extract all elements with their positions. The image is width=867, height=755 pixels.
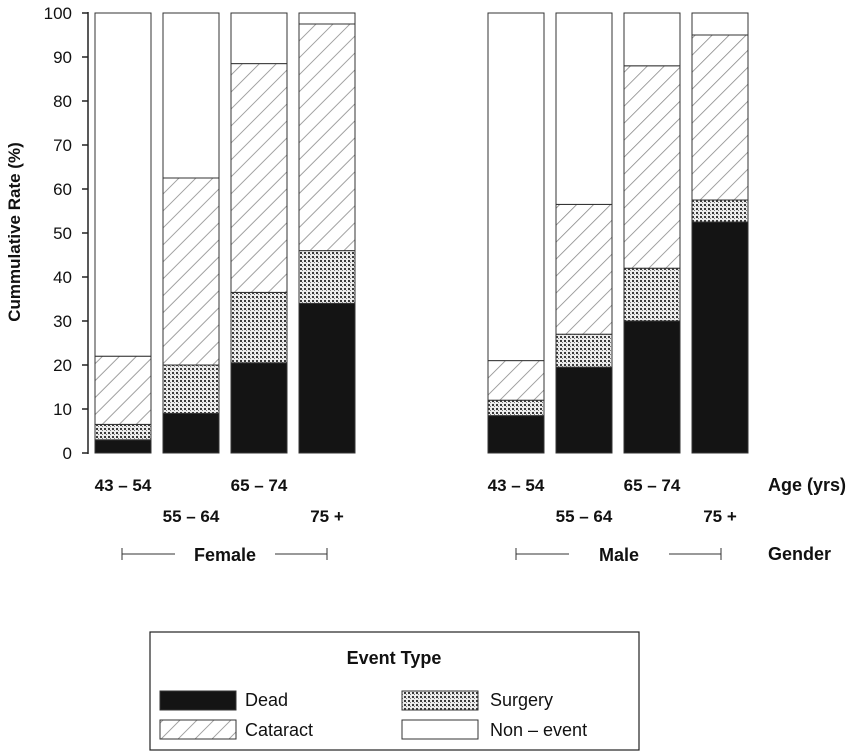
y-axis: 0 10 20 30 40 50 60 70 80 90 100	[44, 4, 89, 463]
y-tick-label: 40	[53, 268, 72, 287]
legend-label-nonevent: Non – event	[490, 720, 587, 740]
y-tick-label: 10	[53, 400, 72, 419]
bar-segment-cataract	[487, 360, 545, 401]
legend-title: Event Type	[347, 648, 442, 668]
y-tick-label: 50	[53, 224, 72, 243]
legend-label-surgery: Surgery	[490, 690, 553, 710]
legend-swatch-dead	[159, 690, 237, 711]
y-tick-label: 20	[53, 356, 72, 375]
bar-segment-nonevent	[94, 12, 152, 357]
bar-segment-dead	[555, 366, 613, 454]
y-tick-label: 80	[53, 92, 72, 111]
y-tick-label: 70	[53, 136, 72, 155]
legend-label-dead: Dead	[245, 690, 288, 710]
group-axis-label: Gender	[768, 544, 831, 564]
bar-segment-cataract	[298, 23, 356, 252]
bar-segment-cataract	[555, 203, 613, 335]
bar-segment-cataract	[94, 355, 152, 425]
category-label: 75 +	[310, 507, 344, 526]
bar-segment-surgery	[162, 364, 220, 414]
bar-segment-nonevent	[691, 12, 749, 36]
legend-label-cataract: Cataract	[245, 720, 313, 740]
y-tick-label: 100	[44, 4, 72, 23]
category-label: 55 – 64	[163, 507, 220, 526]
category-label: 55 – 64	[556, 507, 613, 526]
bar-segment-nonevent	[623, 12, 681, 67]
bar-segment-nonevent	[162, 12, 220, 179]
category-label: 65 – 74	[624, 476, 681, 495]
y-tick-label: 60	[53, 180, 72, 199]
group-labels: Female Male	[121, 545, 722, 565]
bar-segment-dead	[230, 362, 288, 454]
bar-segment-dead	[691, 221, 749, 454]
bar-segment-dead	[623, 320, 681, 454]
bar-segment-surgery	[230, 291, 288, 364]
bar-segment-cataract	[691, 34, 749, 201]
y-tick-label: 90	[53, 48, 72, 67]
legend-swatch-surgery	[401, 690, 479, 711]
bar-segment-cataract	[230, 63, 288, 293]
category-label: 65 – 74	[231, 476, 288, 495]
bar-segment-surgery	[298, 250, 356, 304]
bar-segment-nonevent	[230, 12, 288, 65]
bar-segment-surgery	[94, 423, 152, 441]
legend: Event Type Dead Surgery Cataract Non – even…	[149, 631, 640, 751]
bar-segment-surgery	[623, 267, 681, 322]
group-label-female: Female	[194, 545, 256, 565]
category-label: 43 – 54	[95, 476, 152, 495]
bar-segment-dead	[487, 415, 545, 454]
bar-segment-surgery	[555, 333, 613, 368]
category-labels: 43 – 54 55 – 64 65 – 74 75 + 43 – 54 55 – 64 6…	[95, 476, 737, 526]
bar-segment-surgery	[487, 399, 545, 417]
legend-swatch-nonevent	[401, 719, 479, 740]
bar-segment-dead	[298, 302, 356, 454]
category-label: 43 – 54	[488, 476, 545, 495]
bar-segment-dead	[94, 439, 152, 454]
bar-segment-cataract	[623, 65, 681, 269]
category-label: 75 +	[703, 507, 737, 526]
bar-segment-nonevent	[298, 12, 356, 25]
group-label-male: Male	[599, 545, 639, 565]
bar-segment-nonevent	[555, 12, 613, 205]
bar-segment-nonevent	[487, 12, 545, 362]
bar-segment-dead	[162, 412, 220, 454]
bars	[94, 12, 749, 454]
bar-segment-surgery	[691, 199, 749, 223]
y-tick-label: 30	[53, 312, 72, 331]
x-axis-label: Age (yrs)	[768, 475, 846, 495]
y-axis-label: Cummulative Rate (%)	[5, 142, 24, 321]
y-tick-label: 0	[63, 444, 72, 463]
legend-swatch-cataract	[159, 719, 237, 740]
bar-segment-cataract	[162, 177, 220, 366]
